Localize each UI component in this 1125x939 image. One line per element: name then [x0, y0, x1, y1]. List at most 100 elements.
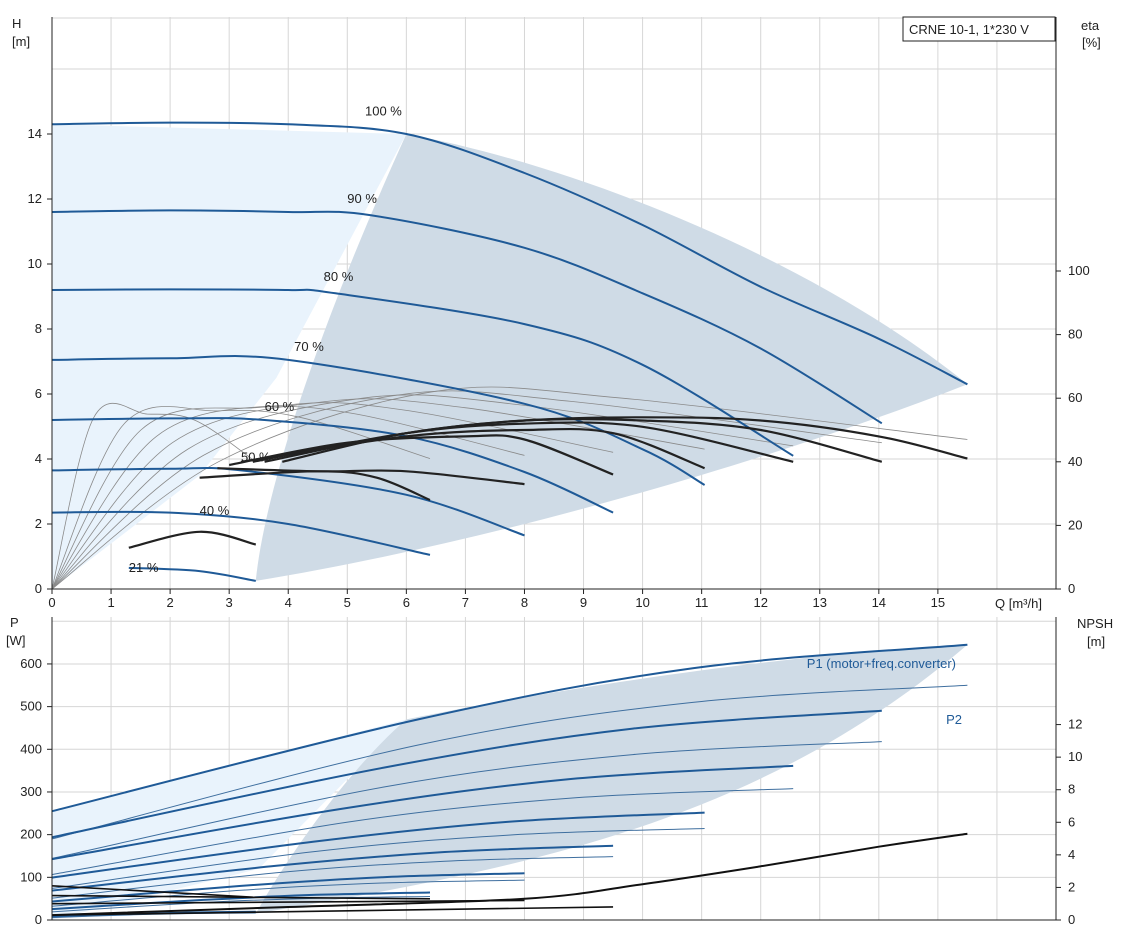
top-axes: 0 1 2 3 4 5 6 7 8 9 10 11 12 13 14 15024681012140204060…: [12, 16, 1101, 611]
p1-curve: [51, 709, 882, 839]
eta-curve: [128, 530, 257, 549]
head-curve-60pct: [51, 417, 614, 514]
p2-curve: [51, 828, 705, 889]
axis-title: eta: [1081, 18, 1100, 33]
speed-label: 70 %: [294, 339, 324, 354]
head-curve-21pct: [128, 566, 256, 582]
head-curve-90pct: [51, 209, 883, 425]
npsh-tick-label: 6: [1068, 814, 1075, 829]
axis-title: P: [10, 615, 19, 630]
speed-label: 21 %: [129, 560, 159, 575]
npsh-speed-curve: [51, 885, 253, 898]
p2-curve: [51, 856, 614, 899]
x-tick-label: 8: [521, 595, 528, 610]
x-tick-label: 0: [48, 595, 55, 610]
x-tick-label: 14: [872, 595, 886, 610]
p1-curve: [51, 872, 525, 903]
eta-curve: [228, 434, 614, 476]
npsh-tick-label: 12: [1068, 717, 1082, 732]
x-tick-label: 13: [813, 595, 827, 610]
npsh-tick-label: 0: [1068, 912, 1075, 927]
p1-curve: [51, 643, 968, 813]
x-tick-label: 9: [580, 595, 587, 610]
x-tick-label: 7: [462, 595, 469, 610]
top-fill: [52, 124, 968, 589]
head-curve-50pct: [51, 466, 525, 537]
model-box: [902, 16, 1056, 42]
eta-tick-label: 60: [1068, 390, 1082, 405]
npsh-tick-label: 4: [1068, 847, 1075, 862]
speed-label: 40 %: [200, 503, 230, 518]
y-tick-label: 14: [28, 126, 42, 141]
y-tick-label: 0: [35, 581, 42, 596]
p-tick-label: 600: [20, 656, 42, 671]
npsh-tick-label: 10: [1068, 749, 1082, 764]
eta-thin-curve: [51, 402, 614, 590]
model-title: CRNE 10-1, 1*230 V: [909, 22, 1029, 37]
x-tick-label: 1: [107, 595, 114, 610]
p2-label: P2: [946, 712, 962, 727]
eta-tick-label: 80: [1068, 327, 1082, 342]
p-tick-label: 200: [20, 827, 42, 842]
head-curve-80pct: [51, 288, 794, 457]
p2-curve: [51, 879, 525, 907]
p-tick-label: 100: [20, 869, 42, 884]
p2-curve: [51, 741, 882, 859]
y-tick-label: 4: [35, 451, 42, 466]
eta-curve: [217, 467, 525, 486]
npsh-tick-label: 2: [1068, 879, 1075, 894]
head-curve-70pct: [51, 355, 706, 486]
axis-title: [%]: [1082, 35, 1101, 50]
eta-curve: [199, 470, 431, 502]
head-curve-100pct: [51, 121, 968, 386]
npsh-curve: [51, 832, 968, 917]
axis-title: [W]: [6, 633, 26, 648]
speed-label: 80 %: [324, 269, 354, 284]
bottom-axes: 0 100 200 300 400 500 600 0 2 4 6 8 10 12 P [W] NPSH [m]: [6, 615, 1113, 927]
axis-title: Q [m³/h]: [995, 596, 1042, 611]
p-tick-label: 0: [35, 912, 42, 927]
p1-curve: [51, 811, 705, 879]
x-tick-label: 3: [226, 595, 233, 610]
eta-tick-label: 0: [1068, 581, 1075, 596]
top-curves: 100 %90 %80 %70 %60 %50 %40 %21 %: [51, 103, 968, 590]
eta-curve: [240, 427, 705, 470]
p2-curve: [51, 896, 431, 913]
speed-label: 90 %: [347, 191, 377, 206]
speed-label: 100 %: [365, 103, 402, 118]
y-tick-label: 12: [28, 191, 42, 206]
x-tick-label: 6: [403, 595, 410, 610]
x-tick-label: 4: [285, 595, 292, 610]
y-tick-label: 6: [35, 386, 42, 401]
p1-curve: [51, 764, 794, 861]
x-tick-label: 2: [167, 595, 174, 610]
eta-tick-label: 40: [1068, 454, 1082, 469]
y-tick-label: 2: [35, 516, 42, 531]
p-tick-label: 400: [20, 741, 42, 756]
p1-curve: [51, 844, 614, 892]
speed-label: 60 %: [265, 399, 295, 414]
y-tick-label: 10: [28, 256, 42, 271]
operating-area: [255, 134, 968, 581]
eta-thin-curve: [51, 406, 431, 590]
eta-tick-label: 20: [1068, 517, 1082, 532]
eta-thin-curve: [51, 406, 525, 590]
bottom-curves: P1 (motor+freq.converter) P2: [51, 643, 968, 919]
bottom-fill: [52, 644, 968, 920]
p2-curve: [51, 788, 794, 876]
p2-curve: [51, 684, 968, 840]
p1-label: P1 (motor+freq.converter): [807, 656, 956, 671]
eta-thin-curve: [51, 403, 257, 590]
x-tick-label: 12: [753, 595, 767, 610]
x-tick-label: 15: [931, 595, 945, 610]
x-tick-label: 11: [695, 595, 709, 610]
operating-area: [255, 644, 968, 914]
axis-title: NPSH: [1077, 616, 1113, 631]
p-tick-label: 300: [20, 784, 42, 799]
npsh-tick-label: 8: [1068, 782, 1075, 797]
axis-title: H: [12, 16, 21, 31]
p-tick-label: 500: [20, 699, 42, 714]
y-tick-label: 8: [35, 321, 42, 336]
npsh-speed-curve: [51, 899, 525, 905]
